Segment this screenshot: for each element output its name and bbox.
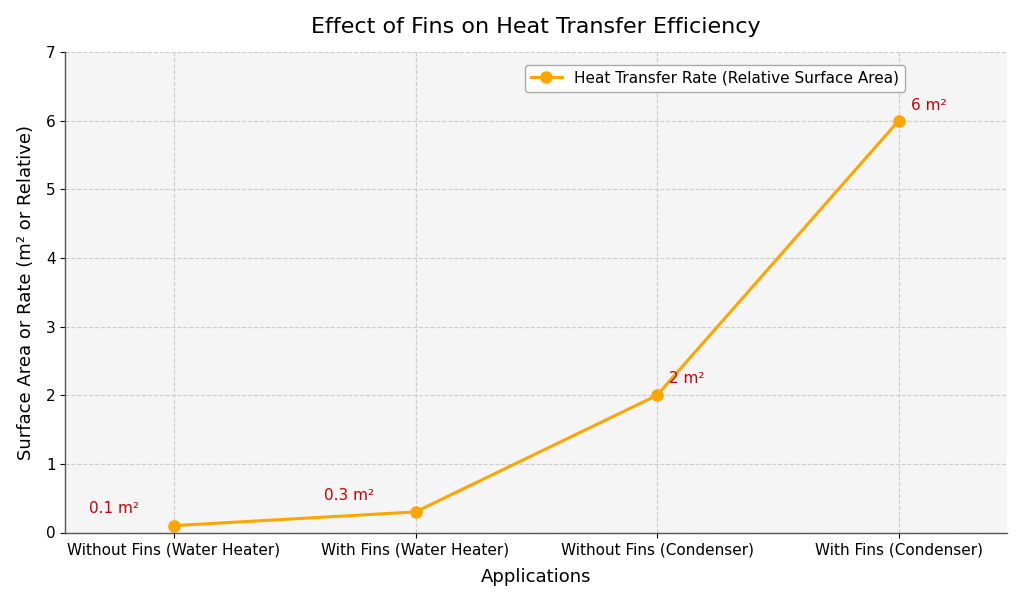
Text: 6 m²: 6 m² [910, 98, 946, 113]
Legend: Heat Transfer Rate (Relative Surface Area): Heat Transfer Rate (Relative Surface Are… [525, 65, 905, 92]
Y-axis label: Surface Area or Rate (m² or Relative): Surface Area or Rate (m² or Relative) [16, 125, 35, 460]
Title: Effect of Fins on Heat Transfer Efficiency: Effect of Fins on Heat Transfer Efficien… [311, 17, 761, 37]
X-axis label: Applications: Applications [481, 569, 592, 586]
Heat Transfer Rate (Relative Surface Area) [168, 522, 180, 529]
Heat Transfer Rate (Relative Surface Area) [893, 117, 905, 124]
Heat Transfer Rate (Relative Surface Area) [410, 508, 422, 516]
Heat Transfer Rate (Relative Surface Area) [651, 391, 664, 399]
Text: 0.3 m²: 0.3 m² [324, 488, 374, 502]
Line: Heat Transfer Rate (Relative Surface Area): Heat Transfer Rate (Relative Surface Are… [168, 115, 904, 531]
Text: 0.1 m²: 0.1 m² [89, 501, 139, 516]
Text: 2 m²: 2 m² [669, 371, 705, 386]
